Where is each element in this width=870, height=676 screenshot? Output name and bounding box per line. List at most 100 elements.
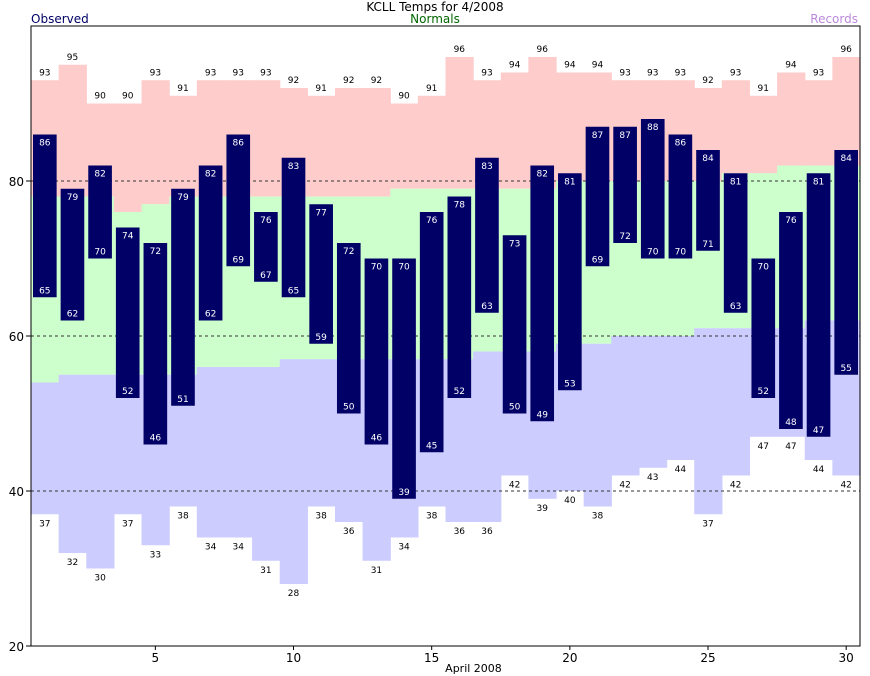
record-high-label-day-21: 94: [592, 61, 604, 71]
observed-high-label-day-19: 82: [536, 170, 547, 180]
observed-low-label-day-27: 52: [758, 387, 769, 397]
record-high-band-day-4: [113, 103, 143, 212]
observed-low-label-day-11: 59: [315, 333, 327, 343]
record-high-label-day-25: 92: [702, 76, 713, 86]
observed-low-label-day-13: 46: [371, 434, 383, 444]
observed-low-label-day-4: 52: [122, 387, 133, 397]
record-low-label-day-17: 36: [481, 527, 493, 537]
observed-bars-layer: [33, 119, 858, 499]
observed-high-label-day-18: 73: [509, 239, 520, 249]
observed-low-label-day-20: 53: [564, 379, 575, 389]
record-high-label-day-20: 94: [564, 61, 576, 71]
record-low-label-day-19: 39: [536, 504, 548, 514]
observed-low-label-day-3: 70: [94, 248, 106, 258]
record-low-label-day-4: 37: [122, 519, 133, 529]
observed-bar-day-16: [447, 196, 472, 398]
record-high-band-day-18: [500, 72, 529, 189]
record-high-label-day-14: 90: [398, 92, 410, 102]
chart-title: KCLL Temps for 4/2008: [366, 0, 504, 14]
record-high-label-day-29: 93: [813, 68, 824, 78]
legend-records: Records: [810, 12, 858, 26]
observed-high-label-day-7: 82: [205, 170, 216, 180]
record-low-band-day-26: [721, 328, 751, 476]
record-high-band-day-9: [252, 80, 281, 197]
record-low-band-day-25: [694, 328, 723, 515]
observed-high-label-day-11: 77: [315, 208, 326, 218]
observed-bar-day-21: [585, 126, 610, 267]
record-high-label-day-10: 92: [288, 76, 299, 86]
record-low-band-day-7: [196, 367, 226, 538]
record-high-band-day-6: [169, 95, 198, 197]
observed-high-label-day-16: 78: [454, 201, 466, 211]
observed-low-label-day-18: 50: [509, 403, 521, 413]
observed-bar-day-20: [558, 173, 582, 391]
record-low-band-day-11: [307, 359, 336, 507]
observed-low-label-day-21: 69: [592, 255, 604, 265]
observed-low-label-day-22: 72: [619, 232, 630, 242]
record-high-label-day-15: 91: [426, 84, 437, 94]
record-high-label-day-3: 90: [94, 92, 106, 102]
record-low-label-day-1: 37: [39, 519, 50, 529]
observed-high-label-day-24: 86: [675, 139, 687, 149]
observed-high-label-day-22: 87: [619, 131, 630, 141]
record-low-label-day-2: 32: [67, 558, 78, 568]
observed-high-label-day-4: 74: [122, 232, 134, 242]
record-low-band-day-3: [86, 374, 115, 569]
observed-bar-day-25: [696, 150, 720, 251]
observed-low-label-day-10: 65: [288, 286, 299, 296]
record-high-band-day-5: [141, 80, 170, 205]
observed-low-label-day-14: 39: [398, 488, 410, 498]
record-low-label-day-12: 36: [343, 527, 355, 537]
observed-high-label-day-27: 70: [758, 263, 770, 273]
observed-bar-day-6: [171, 188, 195, 406]
observed-low-label-day-9: 67: [260, 271, 271, 281]
record-low-label-day-10: 28: [288, 589, 300, 599]
record-low-band-day-24: [666, 336, 695, 460]
record-high-band-day-27: [749, 95, 778, 174]
observed-bar-day-5: [143, 243, 168, 445]
record-low-band-day-2: [58, 374, 87, 553]
record-high-label-day-19: 96: [536, 45, 548, 55]
observed-low-label-day-16: 52: [454, 387, 465, 397]
observed-high-label-day-15: 76: [426, 216, 438, 226]
observed-bar-day-26: [723, 173, 748, 313]
observed-high-label-day-6: 79: [177, 193, 189, 203]
observed-high-label-day-10: 83: [288, 162, 299, 172]
record-high-label-day-28: 94: [785, 61, 797, 71]
record-high-band-day-14: [390, 103, 419, 189]
record-high-label-day-5: 93: [150, 68, 161, 78]
x-tick-label-25: 25: [700, 651, 715, 665]
observed-low-label-day-8: 69: [233, 255, 245, 265]
record-high-band-day-2: [58, 64, 87, 197]
observed-bar-day-22: [613, 126, 637, 243]
observed-high-label-day-14: 70: [398, 263, 410, 273]
observed-low-label-day-23: 70: [647, 248, 659, 258]
record-high-label-day-2: 95: [67, 53, 78, 63]
legend-observed: Observed: [31, 12, 89, 26]
record-low-label-day-28: 47: [785, 442, 796, 452]
observed-bar-day-23: [640, 119, 665, 259]
observed-bar-day-24: [668, 134, 693, 259]
x-tick-label-10: 10: [286, 651, 301, 665]
record-high-label-day-22: 93: [619, 68, 630, 78]
record-low-band-day-8: [224, 367, 253, 538]
x-tick-label-5: 5: [152, 651, 160, 665]
observed-high-label-day-26: 81: [730, 177, 741, 187]
record-low-label-day-26: 42: [730, 481, 741, 491]
observed-bar-day-14: [392, 258, 416, 499]
record-high-label-day-27: 91: [758, 84, 769, 94]
observed-bar-day-30: [834, 150, 858, 375]
record-high-label-day-30: 96: [840, 45, 852, 55]
observed-high-label-day-29: 81: [813, 177, 824, 187]
record-low-band-day-1: [31, 382, 60, 515]
observed-bar-day-10: [281, 157, 306, 298]
observed-high-label-day-9: 76: [260, 216, 272, 226]
record-high-label-day-11: 91: [315, 84, 326, 94]
observed-low-label-day-24: 70: [675, 248, 687, 258]
observed-high-label-day-25: 84: [702, 154, 714, 164]
observed-high-label-day-17: 83: [481, 162, 492, 172]
record-high-label-day-8: 93: [233, 68, 244, 78]
observed-bar-day-8: [226, 134, 251, 267]
